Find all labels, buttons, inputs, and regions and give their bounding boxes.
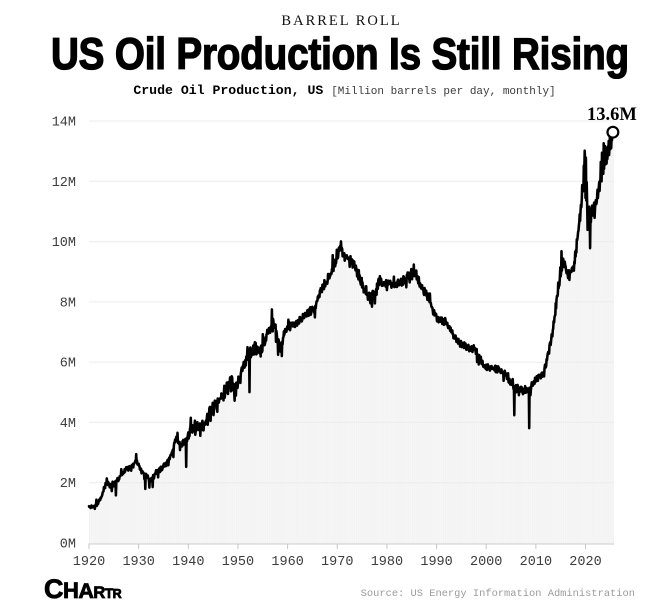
svg-text:14M: 14M	[52, 116, 76, 131]
svg-text:1930: 1930	[122, 555, 154, 570]
svg-text:10M: 10M	[52, 236, 76, 251]
svg-text:12M: 12M	[52, 176, 76, 191]
svg-text:1970: 1970	[321, 555, 353, 570]
svg-text:1960: 1960	[271, 555, 303, 570]
svg-text:1980: 1980	[371, 555, 403, 570]
svg-text:1940: 1940	[172, 555, 204, 570]
svg-text:0M: 0M	[60, 538, 76, 553]
svg-text:2010: 2010	[520, 555, 552, 570]
svg-text:8M: 8M	[60, 296, 76, 311]
svg-text:2000: 2000	[470, 555, 502, 570]
svg-text:4M: 4M	[60, 417, 76, 432]
svg-text:6M: 6M	[60, 357, 76, 372]
svg-text:1920: 1920	[73, 555, 105, 570]
svg-text:1990: 1990	[420, 555, 452, 570]
svg-text:2020: 2020	[569, 555, 601, 570]
svg-text:2M: 2M	[60, 477, 76, 492]
svg-text:1950: 1950	[222, 555, 254, 570]
